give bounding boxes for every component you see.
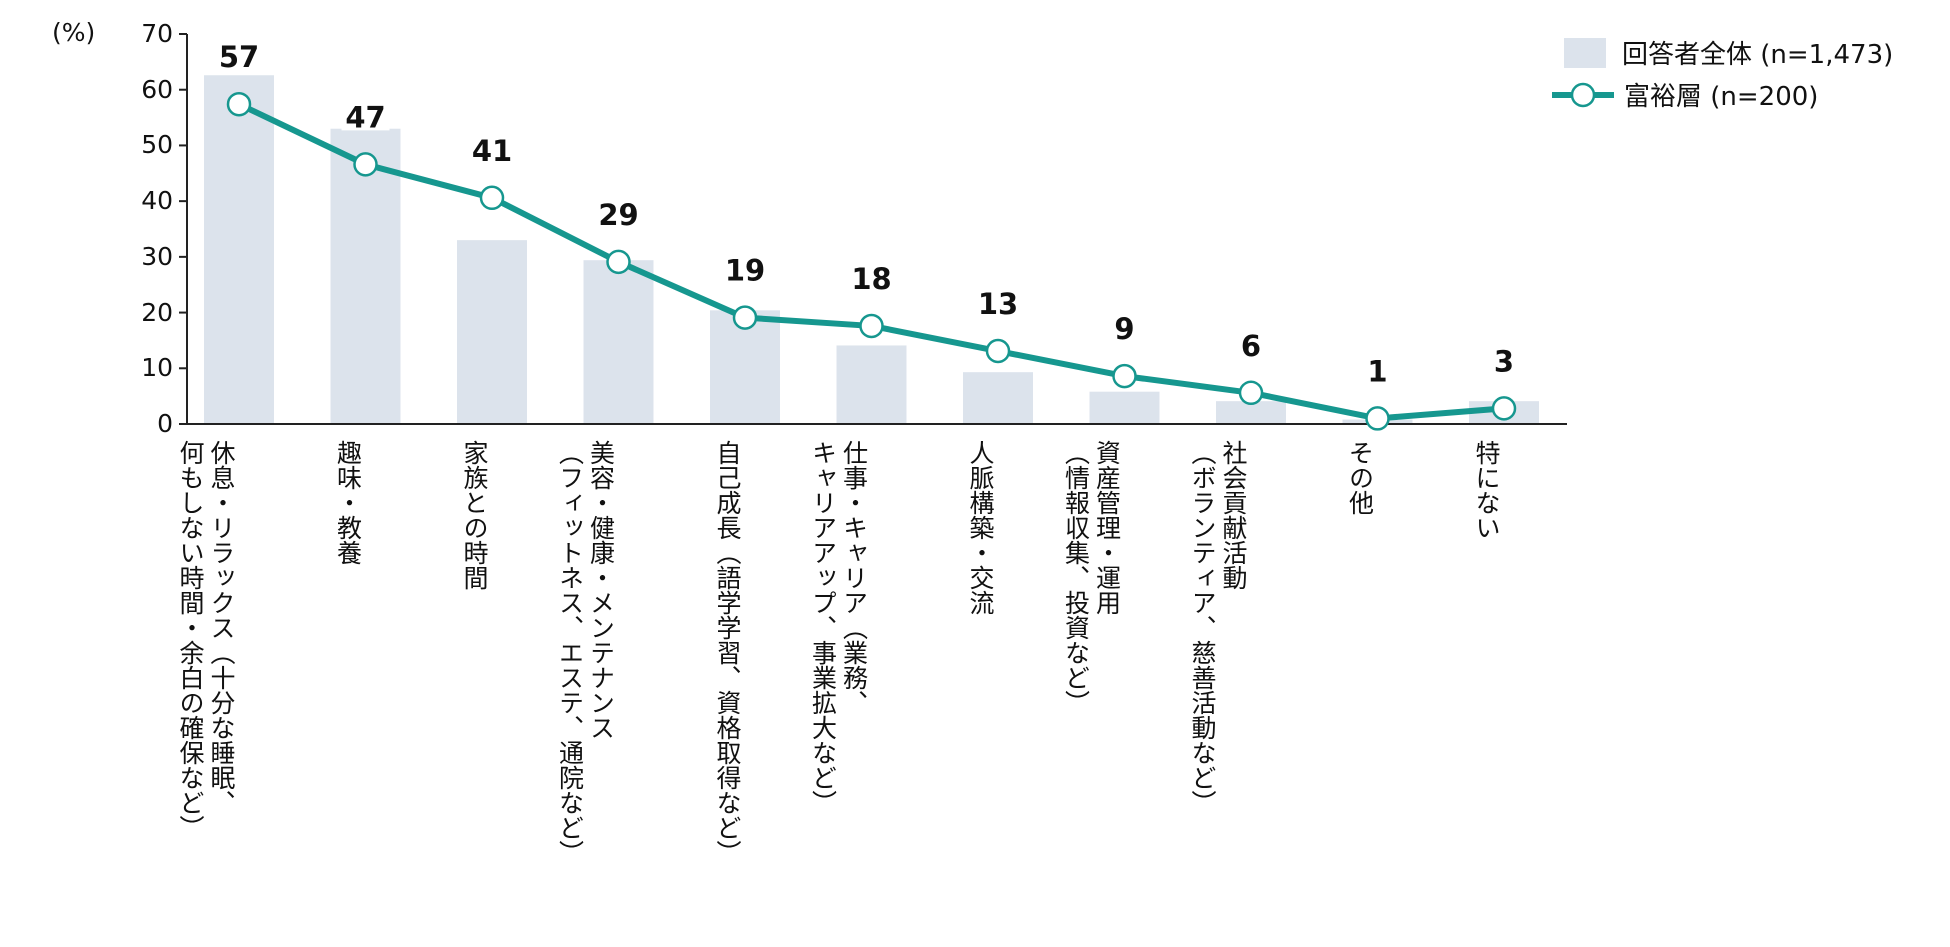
data-label: 13 [978, 287, 1018, 321]
category-label: 趣味・教養 [333, 440, 364, 565]
category-label: 特にない [1471, 440, 1502, 540]
bar [583, 260, 654, 424]
category-label-line: 休息・リラックス（十分な睡眠、 [207, 440, 236, 815]
legend-bar-swatch [1564, 37, 1606, 68]
category-label: 自己成長（語学学習、資格取得など） [712, 440, 743, 865]
y-tick-label: 50 [141, 130, 173, 160]
data-label-background [1480, 344, 1528, 375]
bar [457, 240, 527, 424]
y-tick-label: 30 [141, 241, 173, 271]
category-label-line: （情報収集、投資など） [1061, 440, 1091, 715]
category-label-line: 特にない [1472, 440, 1501, 540]
data-label-background [847, 261, 896, 292]
line-point [985, 338, 1011, 364]
category-label: 資産管理・運用 （情報収集、投資など） [1061, 440, 1123, 715]
category-label-line: 自己成長（語学学習、資格取得など） [713, 440, 742, 865]
legend-label: 回答者全体 (n=1,473) [1622, 40, 1894, 70]
y-tick-label: 0 [157, 409, 173, 438]
data-label: 19 [725, 254, 765, 288]
data-label-background [974, 287, 1022, 318]
line-point [732, 305, 758, 330]
category-label-line: 資産管理・運用 [1092, 440, 1122, 615]
bar [836, 345, 907, 424]
data-label: 3 [1494, 344, 1514, 378]
category-label: その他 [1345, 440, 1376, 515]
line-point [1365, 406, 1390, 431]
line-point [1491, 396, 1517, 421]
data-label-background [721, 253, 769, 284]
category-label-line: 美容・健康・メンテナンス [586, 440, 616, 740]
category-label: 家族との時間 [459, 440, 490, 590]
line-point [1112, 363, 1137, 389]
data-label-background [215, 40, 263, 71]
category-label-line: （ボランティア、慈善活動など） [1188, 440, 1217, 815]
category-label-line: 趣味・教養 [333, 440, 363, 565]
data-label: 9 [1114, 312, 1134, 346]
y-tick-label: 70 [141, 19, 173, 48]
legend-item-all-respondents: 回答者全体 (n=1,473) [1564, 34, 1893, 71]
data-label: 6 [1241, 329, 1261, 363]
data-label: 18 [851, 262, 891, 296]
category-label-line: 人脈構築・交流 [966, 440, 995, 615]
data-label-background [1100, 312, 1149, 343]
data-label-background [1227, 328, 1275, 359]
category-label: 休息・リラックス（十分な睡眠、 何もしない時間・余白の確保など） [175, 440, 237, 840]
bar [204, 75, 274, 424]
bar [330, 128, 401, 424]
line-point [226, 91, 252, 117]
category-label: 社会貢献活動 （ボランティア、慈善活動など） [1187, 440, 1249, 815]
y-tick-label: 20 [141, 297, 173, 327]
y-tick-label: 10 [141, 353, 173, 383]
data-label-background [468, 133, 516, 164]
data-label: 29 [598, 198, 638, 232]
line-point [606, 249, 631, 275]
data-label-background [341, 100, 390, 131]
category-label-line: 何もしない時間・余白の確保など） [176, 440, 205, 840]
category-label-line: キャリアアップ、事業拡大など） [808, 440, 838, 815]
legend-label: 富裕層 (n=200) [1624, 82, 1819, 112]
line-point [353, 152, 378, 177]
data-label: 47 [345, 100, 385, 134]
category-label: 美容・健康・メンテナンス （フィットネス、エステ、通院など） [555, 440, 617, 865]
category-label: 人脈構築・交流 [965, 440, 996, 615]
category-label-line: （フィットネス、エステ、通院など） [555, 440, 585, 865]
bar [1089, 391, 1160, 424]
y-axis-unit-label: (%) [52, 18, 96, 47]
data-label: 57 [219, 40, 259, 74]
data-label: 1 [1367, 354, 1387, 388]
line-point [859, 313, 884, 339]
bar [1216, 401, 1286, 424]
data-label: 41 [472, 134, 512, 168]
category-label-line: 家族との時間 [460, 440, 489, 590]
line-point [479, 185, 505, 211]
y-tick-label: 40 [141, 186, 173, 216]
bar [963, 372, 1033, 424]
category-label-line: 社会貢献活動 [1219, 440, 1248, 590]
line-point [1238, 380, 1264, 406]
data-label-background [594, 197, 643, 228]
data-label-background [1353, 354, 1402, 385]
category-label-line: 仕事・キャリア（業務、 [839, 440, 869, 715]
y-tick-label: 60 [141, 74, 173, 104]
category-label: 仕事・キャリア（業務、 キャリアアップ、事業拡大など） [808, 440, 870, 815]
category-label-line: その他 [1345, 440, 1375, 515]
legend-line-marker-icon [1552, 82, 1614, 107]
legend-item-wealthy: 富裕層 (n=200) [1550, 76, 1818, 113]
